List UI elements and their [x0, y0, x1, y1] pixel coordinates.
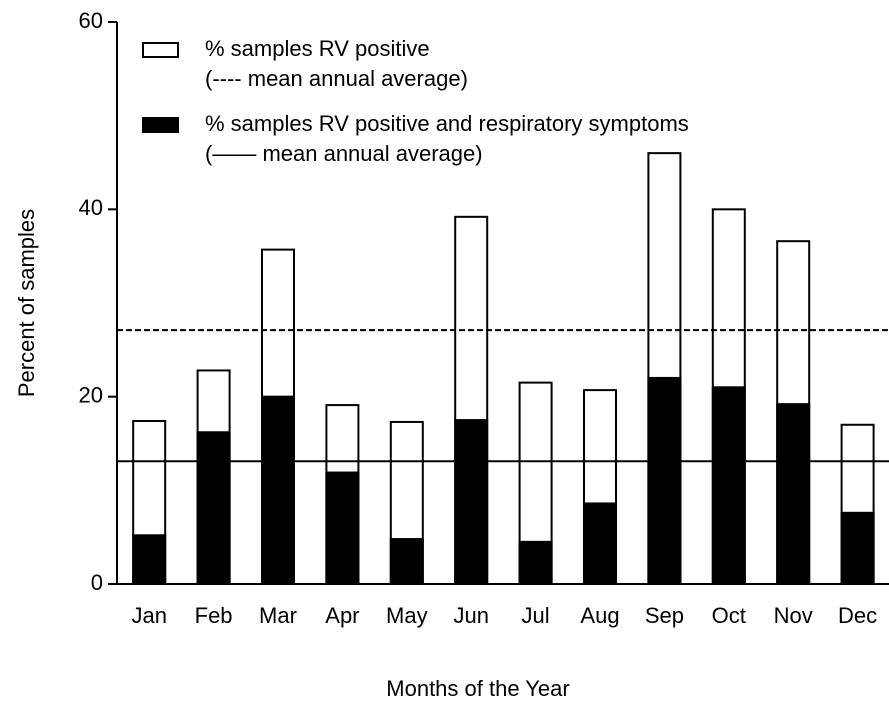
x-tick-label: Oct — [712, 603, 746, 628]
legend-reference-label: (—— mean annual average) — [205, 141, 483, 166]
x-axis-label: Months of the Year — [386, 676, 569, 701]
legend-swatch — [142, 42, 179, 58]
bar — [454, 419, 489, 586]
y-tick-label: 20 — [79, 382, 103, 407]
x-tick-label: Mar — [259, 603, 297, 628]
y-tick-label: 40 — [79, 195, 103, 220]
legend-label: % samples RV positive — [205, 36, 430, 61]
bar — [389, 538, 424, 585]
x-tick-label: May — [386, 603, 428, 628]
x-tick-label: Sep — [645, 603, 684, 628]
bar — [647, 376, 682, 585]
bar — [261, 395, 295, 585]
y-axis-label: Percent of samples — [14, 209, 39, 397]
y-tick-label: 60 — [79, 8, 103, 33]
y-tick-label: 0 — [91, 570, 103, 595]
bar — [132, 534, 167, 585]
legend-swatch — [142, 117, 179, 133]
bar — [711, 386, 746, 585]
x-tick-label: Jun — [453, 603, 488, 628]
x-tick-label: Nov — [774, 603, 813, 628]
bar — [583, 502, 617, 585]
legend-label: % samples RV positive and respiratory sy… — [205, 111, 689, 136]
x-tick-label: Dec — [838, 603, 877, 628]
x-tick-label: Apr — [325, 603, 359, 628]
bar — [196, 431, 231, 586]
x-tick-label: Jul — [522, 603, 550, 628]
legend-reference-label: (---- mean annual average) — [205, 66, 468, 91]
bar — [325, 471, 360, 585]
x-tick-label: Aug — [580, 603, 619, 628]
bar — [840, 511, 875, 586]
bar — [518, 540, 553, 585]
x-tick-label: Feb — [195, 603, 233, 628]
x-tick-label: Jan — [131, 603, 166, 628]
bar — [776, 403, 811, 585]
